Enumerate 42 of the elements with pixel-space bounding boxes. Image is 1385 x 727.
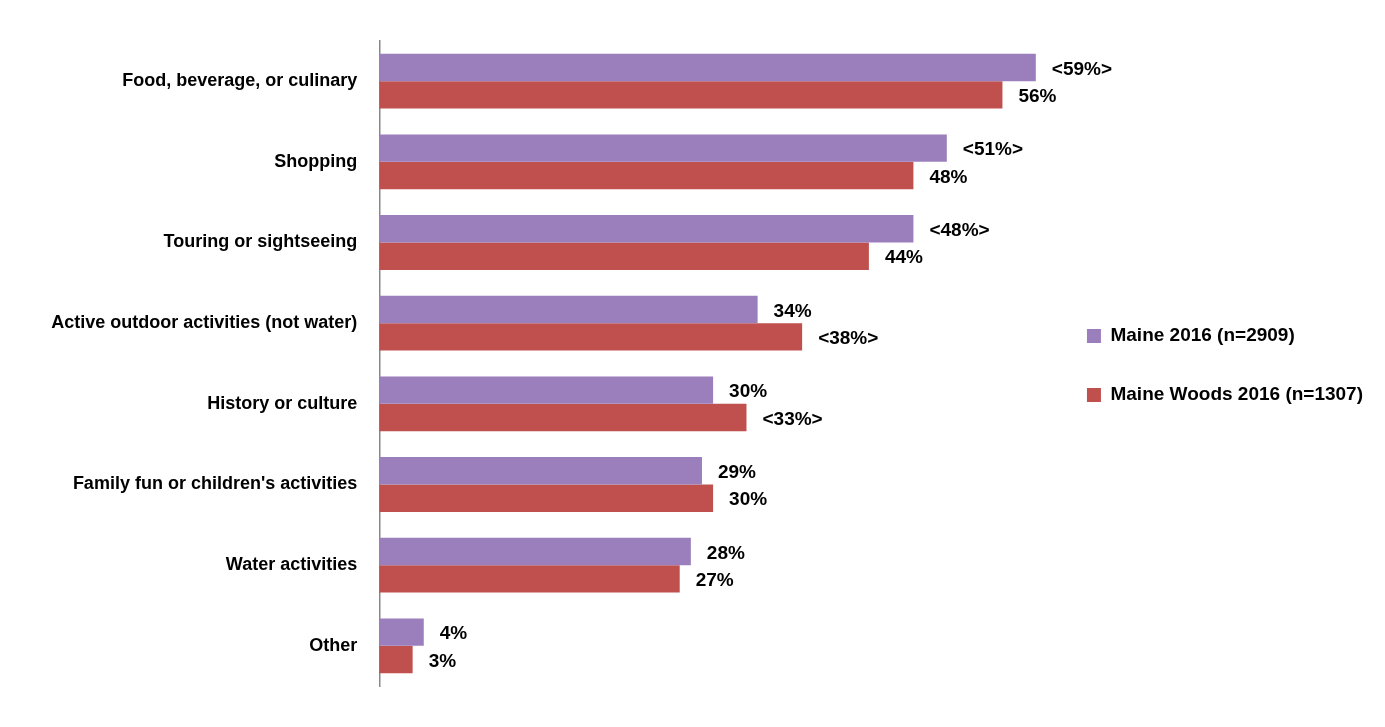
bar	[379, 376, 714, 404]
data-label: 44%	[884, 246, 924, 268]
bar	[379, 242, 869, 270]
bar	[379, 565, 680, 593]
bar	[379, 53, 1036, 82]
y-tick-label: Family fun or children's activities	[72, 473, 358, 494]
data-label: 3%	[428, 649, 457, 671]
y-tick-label: Touring or sightseeing	[163, 231, 358, 252]
bar	[379, 215, 914, 243]
legend-label: Maine 2016 (n=2909)	[1110, 324, 1295, 346]
y-tick-label: Food, beverage, or culinary	[122, 70, 358, 91]
data-label: <33%>	[762, 407, 823, 429]
y-tick-label: Active outdoor activities (not water)	[51, 312, 358, 333]
bar	[379, 457, 702, 485]
bar	[379, 484, 714, 512]
bar	[379, 134, 947, 162]
bar	[379, 645, 413, 674]
y-tick-label: Shopping	[274, 150, 358, 171]
bar	[379, 81, 1003, 109]
data-label: 56%	[1018, 85, 1057, 107]
data-label: <59%>	[1051, 57, 1113, 79]
bar	[379, 295, 758, 324]
data-label: <38%>	[818, 327, 879, 349]
bar	[379, 161, 914, 190]
data-label: 34%	[773, 299, 812, 321]
data-label: 28%	[706, 541, 745, 563]
data-label: <51%>	[962, 138, 1024, 160]
data-label: 30%	[729, 488, 768, 510]
y-tick-label: Water activities	[225, 554, 358, 575]
data-label: 29%	[717, 461, 757, 483]
bar	[379, 323, 803, 351]
y-tick-label: Other	[309, 634, 358, 655]
data-label: 27%	[695, 569, 734, 591]
data-label: 4%	[439, 622, 468, 644]
bar	[379, 403, 747, 432]
y-tick-label: History or culture	[207, 392, 358, 413]
bar	[379, 618, 424, 646]
data-label: 48%	[929, 165, 968, 187]
legend-label: Maine Woods 2016 (n=1307)	[1110, 383, 1364, 405]
data-label: 30%	[729, 380, 768, 402]
data-label: <48%>	[929, 219, 990, 241]
bar	[379, 537, 691, 566]
